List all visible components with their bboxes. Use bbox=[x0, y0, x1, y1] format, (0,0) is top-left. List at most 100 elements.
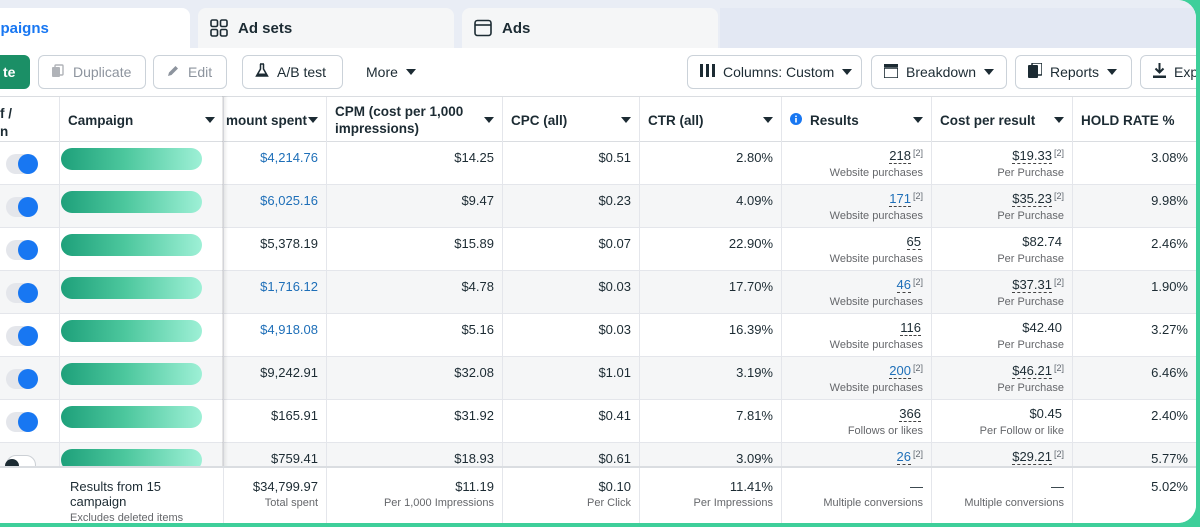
header-toggle[interactable]: f / n bbox=[0, 97, 60, 143]
columns-dropdown[interactable]: Columns: Custom bbox=[687, 55, 862, 89]
header-cost-per-result[interactable]: Cost per result bbox=[932, 97, 1073, 143]
table-row[interactable]: $4,214.76 $14.25 $0.51 2.80% 218 [2] Website p… bbox=[0, 142, 1196, 185]
campaign-name-cell[interactable] bbox=[60, 357, 224, 400]
hold-rate-value: 9.98% bbox=[1151, 193, 1188, 208]
sort-icon bbox=[308, 117, 318, 123]
duplicate-button[interactable]: Duplicate bbox=[38, 55, 146, 89]
header-results[interactable]: Results bbox=[782, 97, 932, 143]
campaign-name-cell[interactable] bbox=[60, 314, 224, 357]
header-hold-rate[interactable]: HOLD RATE % bbox=[1073, 97, 1196, 143]
cpc-cell: $0.23 bbox=[503, 185, 640, 228]
footer-cpr-value: — bbox=[1051, 479, 1064, 494]
results-value[interactable]: 116 bbox=[900, 320, 921, 336]
table-row[interactable]: $4,918.08 $5.16 $0.03 16.39% 116 Website purc… bbox=[0, 314, 1196, 357]
ctr-cell: 22.90% bbox=[640, 228, 782, 271]
campaign-name-cell[interactable] bbox=[60, 400, 224, 443]
hold-rate-cell: 6.46% bbox=[1073, 357, 1196, 400]
campaign-name-cell[interactable] bbox=[60, 443, 224, 486]
spent-value: $1,716.12 bbox=[260, 279, 318, 294]
results-value[interactable]: 218 bbox=[889, 148, 911, 164]
header-ctr[interactable]: CTR (all) bbox=[640, 97, 782, 143]
campaign-toggle[interactable] bbox=[6, 326, 38, 346]
cpc-cell: $0.41 bbox=[503, 400, 640, 443]
ctr-value: 22.90% bbox=[728, 236, 773, 251]
breakdown-dropdown[interactable]: Breakdown bbox=[871, 55, 1007, 89]
results-type: Website purchases bbox=[829, 167, 923, 179]
more-label: More bbox=[366, 64, 398, 80]
tab-ad-sets[interactable]: Ad sets bbox=[198, 8, 454, 48]
ctr-value: 16.39% bbox=[728, 322, 773, 337]
cpr-type: Per Purchase bbox=[997, 296, 1064, 308]
cpr-footnote: [2] bbox=[1053, 363, 1064, 373]
cpc-value: $0.03 bbox=[598, 322, 631, 337]
hold-rate-cell: 3.08% bbox=[1073, 142, 1196, 185]
cpc-value: $0.07 bbox=[598, 236, 631, 251]
spent-cell: $5,378.19 bbox=[224, 228, 327, 271]
ab-test-label: A/B test bbox=[277, 64, 327, 80]
hold-rate-value: 2.40% bbox=[1151, 408, 1188, 423]
cpm-value: $9.47 bbox=[461, 193, 494, 208]
cpr-type: Per Purchase bbox=[997, 253, 1064, 265]
table-row[interactable]: $1,716.12 $4.78 $0.03 17.70% 46 [2] Website pu… bbox=[0, 271, 1196, 314]
spent-value: $4,214.76 bbox=[260, 150, 318, 165]
spent-value: $759.41 bbox=[271, 451, 318, 466]
table-row[interactable]: $5,378.19 $15.89 $0.07 22.90% 65 Website purc… bbox=[0, 228, 1196, 271]
ctr-value: 3.19% bbox=[736, 365, 773, 380]
tab-campaigns[interactable]: Campaigns bbox=[0, 8, 190, 48]
hold-rate-cell: 2.40% bbox=[1073, 400, 1196, 443]
table-row[interactable]: $6,025.16 $9.47 $0.23 4.09% 171 [2] Website pu… bbox=[0, 185, 1196, 228]
results-value[interactable]: 26 bbox=[896, 449, 911, 465]
ctr-cell: 7.81% bbox=[640, 400, 782, 443]
spent-cell: $9,242.91 bbox=[224, 357, 327, 400]
campaign-toggle[interactable] bbox=[6, 154, 38, 174]
cpr-footnote: [2] bbox=[1053, 277, 1064, 287]
campaign-toggle[interactable] bbox=[6, 283, 38, 303]
duplicate-label: Duplicate bbox=[73, 64, 132, 80]
campaign-name-cell[interactable] bbox=[60, 271, 224, 314]
sort-icon bbox=[913, 117, 923, 123]
results-value[interactable]: 200 bbox=[889, 363, 911, 379]
more-dropdown[interactable]: More bbox=[354, 55, 432, 89]
ctr-value: 2.80% bbox=[736, 150, 773, 165]
results-cell: 171 [2] Website purchases bbox=[782, 185, 932, 228]
toggle-knob bbox=[18, 369, 38, 389]
campaign-toggle[interactable] bbox=[6, 240, 38, 260]
toolbar: te Duplicate Edit A/B test More Columns:… bbox=[0, 48, 1196, 96]
campaign-name-cell[interactable] bbox=[60, 185, 224, 228]
campaign-toggle[interactable] bbox=[6, 412, 38, 432]
sort-icon bbox=[621, 117, 631, 123]
reports-dropdown[interactable]: Reports bbox=[1015, 55, 1132, 89]
hold-rate-cell: 1.90% bbox=[1073, 271, 1196, 314]
campaign-name-cell[interactable] bbox=[60, 142, 224, 185]
campaign-toggle[interactable] bbox=[6, 197, 38, 217]
redacted-campaign-name bbox=[61, 148, 202, 170]
footer-cpc-sub: Per Click bbox=[586, 497, 631, 509]
header-cpm[interactable]: CPM (cost per 1,000 impressions) bbox=[327, 97, 503, 143]
pencil-icon bbox=[166, 64, 180, 81]
header-campaign-label: Campaign bbox=[68, 112, 134, 128]
campaign-name-cell[interactable] bbox=[60, 228, 224, 271]
edit-button[interactable]: Edit bbox=[153, 55, 227, 89]
header-cpc[interactable]: CPC (all) bbox=[503, 97, 640, 143]
ab-test-button[interactable]: A/B test bbox=[242, 55, 343, 89]
export-button[interactable]: Exp bbox=[1140, 55, 1196, 89]
results-value[interactable]: 65 bbox=[906, 234, 921, 250]
header-amount-spent[interactable]: mount spent bbox=[224, 97, 327, 143]
table-row[interactable]: $165.91 $31.92 $0.41 7.81% 366 Follows or lik… bbox=[0, 400, 1196, 443]
campaign-toggle[interactable] bbox=[6, 369, 38, 389]
header-amount-spent-label: mount spent bbox=[226, 112, 307, 128]
table-row[interactable]: $9,242.91 $32.08 $1.01 3.19% 200 [2] Website p… bbox=[0, 357, 1196, 400]
footer-spent: $34,799.97 Total spent bbox=[224, 468, 327, 523]
footer-results-value: — bbox=[910, 479, 923, 494]
create-button[interactable]: te bbox=[0, 55, 30, 89]
hold-rate-value: 5.77% bbox=[1151, 451, 1188, 466]
frozen-column-shadow bbox=[222, 96, 228, 523]
info-icon[interactable] bbox=[790, 112, 802, 128]
header-campaign[interactable]: Campaign bbox=[60, 97, 224, 143]
results-value[interactable]: 366 bbox=[899, 406, 921, 422]
cpr-cell: $42.40 Per Purchase bbox=[932, 314, 1073, 357]
results-value[interactable]: 171 bbox=[889, 191, 911, 207]
sort-icon bbox=[205, 117, 215, 123]
tab-ads[interactable]: Ads bbox=[462, 8, 718, 48]
results-value[interactable]: 46 bbox=[896, 277, 911, 293]
